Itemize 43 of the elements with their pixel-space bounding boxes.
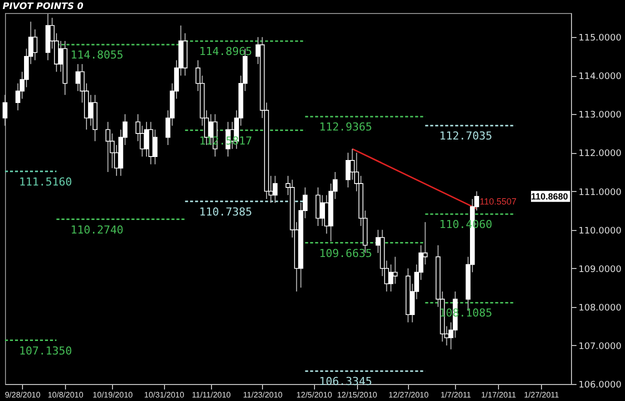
candlestick bbox=[392, 256, 398, 284]
x-tick-label: 10/8/2010 bbox=[48, 390, 84, 400]
y-tick-label: 113.0000 bbox=[578, 110, 622, 121]
series-label: 107.1350 bbox=[19, 344, 72, 358]
y-tick-label: 107.0000 bbox=[578, 342, 622, 352]
x-tick-label: 10/31/2010 bbox=[144, 390, 185, 400]
candlestick bbox=[272, 175, 278, 204]
series-label: 111.5160 bbox=[19, 175, 72, 188]
candlestick bbox=[2, 94, 8, 126]
chart-title: PIVOT POINTS 0 bbox=[2, 2, 84, 12]
series-label: 110.2740 bbox=[70, 223, 124, 236]
y-tick-label: 110.0000 bbox=[578, 226, 622, 236]
x-tick-label: 12/15/2010 bbox=[337, 390, 378, 400]
series-label: 109.6635 bbox=[319, 246, 372, 260]
annotation: 110.8680 bbox=[530, 191, 568, 202]
x-tick-label: 1/17/2011 bbox=[481, 390, 517, 400]
x-tick-label: 9/28/2010 bbox=[4, 390, 41, 400]
x-tick-label: 11/11/2010 bbox=[192, 390, 232, 400]
y-tick-label: 111.0000 bbox=[578, 188, 622, 198]
y-tick-label: 108.0000 bbox=[578, 303, 622, 314]
y-tick-label: 112.0000 bbox=[578, 149, 622, 160]
x-tick-label: 1/27/2011 bbox=[524, 390, 560, 400]
candlestick bbox=[316, 186, 320, 226]
candlestick bbox=[75, 64, 80, 92]
x-tick-label: 12/27/2010 bbox=[388, 390, 430, 400]
candlestick bbox=[152, 129, 158, 165]
x-tick-label: 12/5/2010 bbox=[296, 390, 333, 400]
candlestick bbox=[32, 28, 38, 61]
annotation: 110.5507 bbox=[480, 196, 517, 207]
series-label: 110.7385 bbox=[199, 205, 252, 218]
y-tick-label: 114.0000 bbox=[578, 72, 622, 82]
y-tick-label: 109.0000 bbox=[578, 264, 622, 275]
x-tick-label: 11/23/2010 bbox=[243, 390, 284, 400]
candlestick bbox=[106, 121, 110, 172]
series-label: 112.7035 bbox=[439, 130, 492, 143]
y-tick-label: 115.0000 bbox=[578, 34, 622, 44]
candlestick bbox=[346, 152, 350, 188]
x-tick-label: 10/19/2010 bbox=[92, 390, 134, 400]
x-tick-label: 1/7/2011 bbox=[440, 390, 472, 400]
series-label: 112.9365 bbox=[319, 120, 372, 134]
series-label: 114.8055 bbox=[70, 48, 124, 62]
y-tick-label: 106.0000 bbox=[578, 380, 622, 390]
candlestick bbox=[144, 121, 149, 158]
